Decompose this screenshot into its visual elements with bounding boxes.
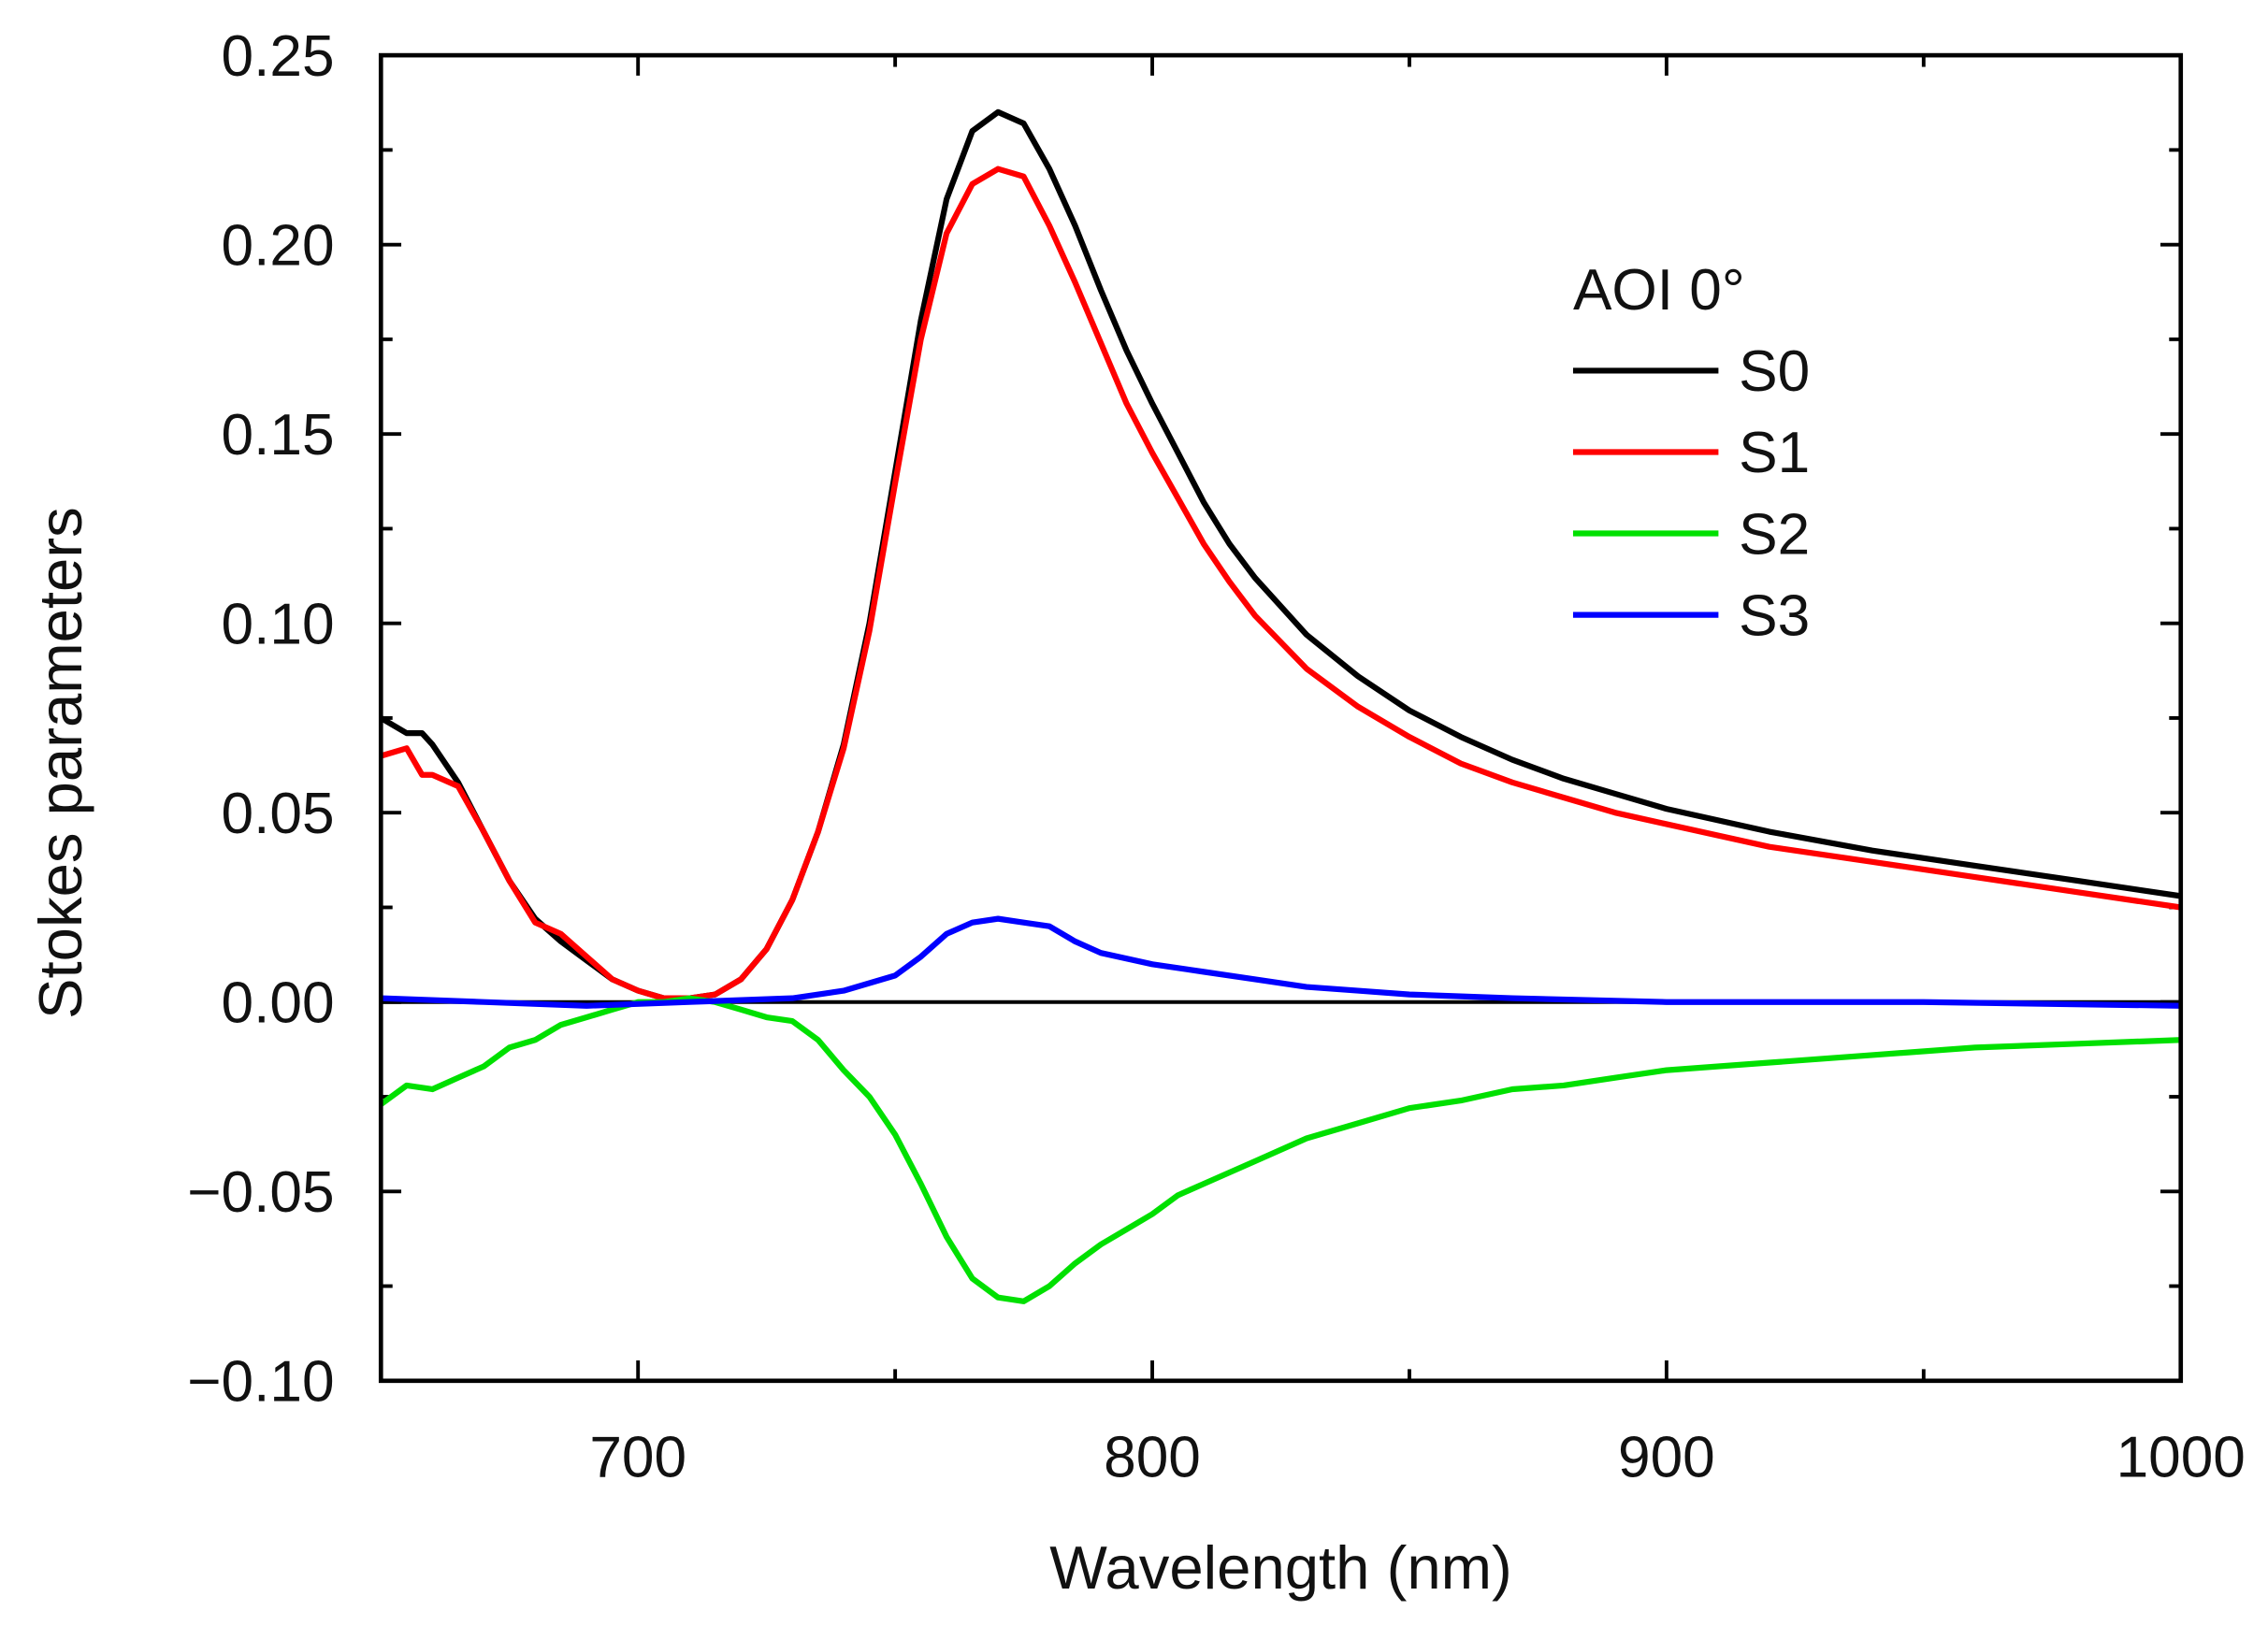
x-axis-label: Wavelength (nm) xyxy=(1049,1533,1512,1602)
y-tick-label: −0.10 xyxy=(187,1350,334,1415)
tick-labels: 700 800 900 1000 −0.10 −0.05 0.00 0.05 0.10 0.15 0… xyxy=(187,24,2246,1490)
y-tick-label: −0.05 xyxy=(187,1160,334,1225)
series-line-s2 xyxy=(379,995,2181,1304)
legend-label-s0: S0 xyxy=(1739,339,1810,404)
series-lines xyxy=(379,108,2182,1304)
x-tick-label: 800 xyxy=(1104,1425,1201,1489)
y-axis-label: Stokes parameters xyxy=(26,507,94,1019)
y-tick-label: 0.05 xyxy=(222,782,335,846)
x-tick-label: 700 xyxy=(589,1425,686,1489)
y-tick-label: 0.20 xyxy=(222,213,335,278)
plot-frame xyxy=(378,52,2184,1384)
series-line-s1 xyxy=(380,165,2182,1001)
y-tick-label: 0.00 xyxy=(222,971,335,1036)
y-tick-label: 0.25 xyxy=(222,24,335,89)
x-tick-label: 1000 xyxy=(2116,1425,2246,1489)
legend-title: AOI 0° xyxy=(1573,258,1745,323)
y-tick-label: 0.15 xyxy=(222,403,335,467)
legend: AOI 0° S0 S1 S2 S3 xyxy=(1573,258,1810,648)
y-tick-label: 0.10 xyxy=(222,592,335,656)
legend-label-s1: S1 xyxy=(1739,421,1810,485)
legend-label-s2: S2 xyxy=(1739,502,1810,567)
x-tick-label: 900 xyxy=(1618,1425,1715,1489)
legend-label-s3: S3 xyxy=(1739,583,1810,648)
series-line-s0 xyxy=(379,108,2182,1001)
axis-ticks xyxy=(379,53,2183,1383)
series-line-s3 xyxy=(381,915,2181,1009)
